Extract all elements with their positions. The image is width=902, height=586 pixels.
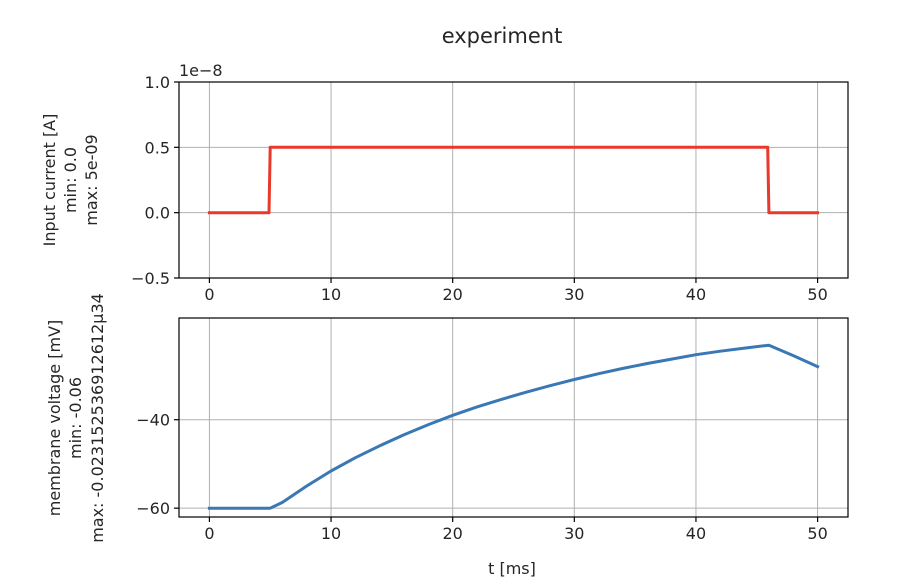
input-current-x-tick-label: 0 [204, 285, 214, 304]
membrane-voltage-plot-area [179, 318, 848, 517]
input-current-y-tick-label: 1.0 [145, 73, 170, 92]
input-current-ticks: 0 10 20 30 40 50 −0.5 0.0 0.5 1.0 [131, 73, 828, 304]
membrane-voltage-ticks: 0 10 20 30 40 50 −60 −40 [136, 411, 828, 543]
membrane-voltage-x-tick-label: 20 [443, 524, 463, 543]
input-current-frame [178, 81, 849, 279]
input-current-x-tick-label: 50 [807, 285, 827, 304]
membrane-voltage-y-tick-label: −60 [136, 499, 170, 518]
input-current-plot-area [179, 82, 848, 278]
membrane-voltage-x-tick-label: 10 [321, 524, 341, 543]
input-current-ylabel-max: max: 5e-09 [82, 134, 101, 226]
input-current-ylabel-min: min: 0.0 [61, 147, 80, 213]
input-current-x-tick-label: 20 [443, 285, 463, 304]
membrane-voltage-frame [178, 317, 849, 518]
membrane-voltage-series [207, 343, 820, 510]
membrane-voltage-ylabel-min: min: -0.06 [66, 377, 85, 459]
membrane-voltage-ylabel: membrane voltage [mV] [45, 320, 64, 517]
input-current-y-tick-label: 0.5 [145, 138, 170, 157]
input-current-x-tick-label: 40 [686, 285, 706, 304]
input-current-ylabel-line-1: Input current [A] [40, 114, 59, 247]
input-current-y-tick-label: 0.0 [145, 204, 170, 223]
input-current-x-tick-label: 30 [564, 285, 584, 304]
membrane-voltage-y-tick-label: −40 [136, 411, 170, 430]
membrane-voltage-x-tick-label: 40 [686, 524, 706, 543]
input-current-ylabel: Input current [A] [40, 114, 59, 247]
input-current-series-line [207, 145, 820, 215]
input-current-y-tick-label: −0.5 [131, 269, 170, 288]
chart-title: experiment [442, 24, 563, 48]
membrane-voltage-xlabel: t [ms] [488, 559, 536, 578]
membrane-voltage-x-tick-label: 30 [564, 524, 584, 543]
membrane-voltage-grid [179, 318, 848, 517]
membrane-voltage-x-tick-label: 0 [204, 524, 214, 543]
membrane-voltage-panel: 0 10 20 30 40 50−60−40 membrane voltage [mV] … [45, 293, 849, 578]
membrane-voltage-x-tick-label: 50 [807, 524, 827, 543]
membrane-voltage-series-line [207, 343, 820, 510]
input-current-x-tick-label: 10 [321, 285, 341, 304]
input-current-panel: 0 10 20 30 40 50 −0.5 0.0 0.5 1.0 1e−8 Input curr… [40, 61, 849, 304]
input-current-offset-text: 1e−8 [179, 61, 223, 80]
membrane-voltage-ylabel-max: max: -0.023152536912612µ34 [88, 293, 107, 543]
input-current-series [207, 145, 820, 215]
